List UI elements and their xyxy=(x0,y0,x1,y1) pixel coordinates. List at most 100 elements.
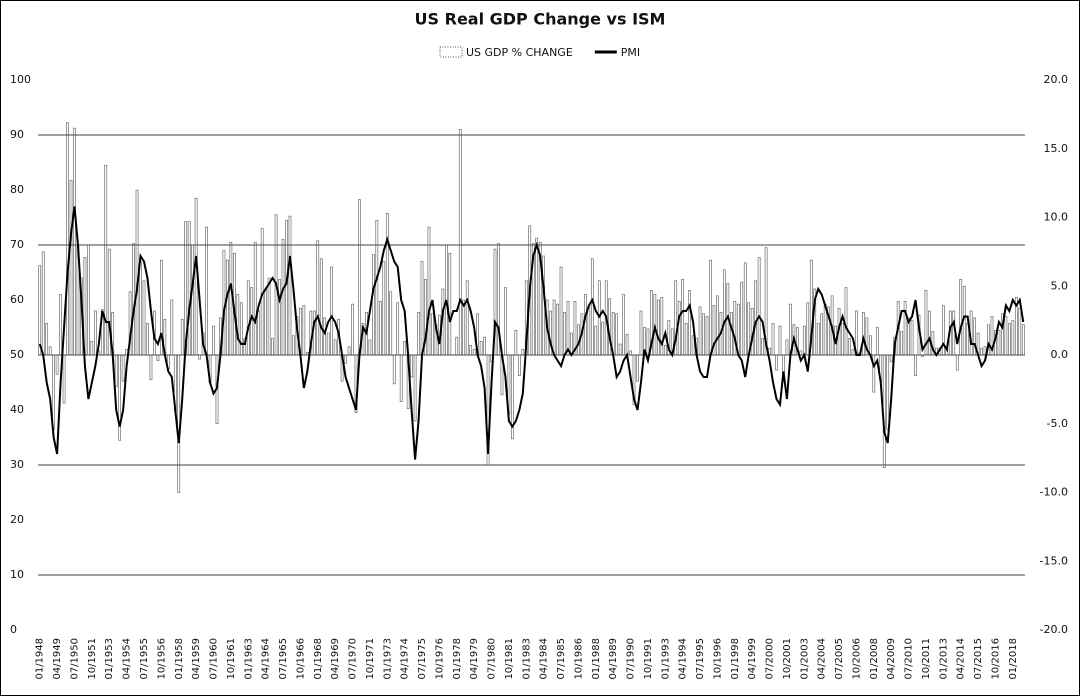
gdp-bar xyxy=(302,305,306,356)
gdp-bar xyxy=(806,302,810,356)
gdp-bar xyxy=(1014,296,1018,356)
gdp-bar xyxy=(723,269,726,356)
gdp-bar xyxy=(118,354,122,441)
x-tick-label: 01/1953 xyxy=(104,638,115,680)
x-tick-label: 01/1958 xyxy=(174,638,185,680)
gdp-bar xyxy=(955,354,959,371)
gdp-bar xyxy=(365,312,368,356)
gdp-bar xyxy=(980,347,983,356)
gdp-bar xyxy=(809,259,813,356)
gdp-bar xyxy=(914,354,917,376)
gdp-bar xyxy=(198,354,201,360)
gdp-bar xyxy=(552,299,556,356)
gdp-bar xyxy=(142,280,146,356)
gdp-bar xyxy=(100,309,104,356)
gdp-bar xyxy=(816,323,820,356)
gdp-bar xyxy=(636,354,639,382)
gdp-bar xyxy=(733,301,737,356)
gdp-bar xyxy=(107,248,111,356)
y2-tick-label: -5.0 xyxy=(1047,417,1068,430)
gdp-bar xyxy=(378,301,382,356)
gdp-bar xyxy=(681,279,685,356)
gdp-bar xyxy=(563,312,566,356)
gdp-bar xyxy=(1011,320,1015,356)
gdp-bar xyxy=(872,354,876,393)
gdp-bar xyxy=(69,180,73,356)
x-tick-label: 01/1988 xyxy=(591,638,602,680)
gdp-bar xyxy=(646,328,650,356)
x-tick-label: 04/1969 xyxy=(330,638,341,680)
x-tick-label: 04/1979 xyxy=(469,638,480,680)
y-tick-label: 20 xyxy=(10,513,24,526)
gdp-bar xyxy=(278,279,281,356)
legend-swatch xyxy=(439,46,463,58)
x-tick-label: 04/1974 xyxy=(400,638,411,680)
x-tick-label: 10/2016 xyxy=(990,638,1001,680)
x-tick-label: 10/2011 xyxy=(921,638,932,680)
gdp-bar xyxy=(135,189,139,356)
gdp-bar xyxy=(160,259,163,356)
gdp-bar xyxy=(479,340,483,356)
gdp-bar xyxy=(1004,316,1008,356)
gdp-bar xyxy=(886,354,890,430)
x-tick-label: 10/1991 xyxy=(643,638,654,680)
x-tick-label: 10/1961 xyxy=(226,638,237,680)
y2-tick-label: 10.0 xyxy=(1044,211,1069,224)
y-tick-label: 60 xyxy=(10,293,24,306)
gdp-bar xyxy=(458,129,462,356)
gdp-bar xyxy=(486,354,490,466)
x-tick-label: 04/1999 xyxy=(747,638,758,680)
gdp-bar xyxy=(709,259,712,356)
x-tick-label: 10/1981 xyxy=(504,638,515,680)
gdp-bar xyxy=(375,219,379,356)
gdp-bar xyxy=(545,299,549,356)
gdp-bar xyxy=(180,318,184,356)
gdp-bar xyxy=(889,354,893,363)
x-tick-label: 04/1959 xyxy=(191,638,202,680)
gdp-bar xyxy=(1001,313,1004,356)
gdp-bar xyxy=(959,279,963,356)
gdp-bar xyxy=(257,310,261,356)
y-tick-label: 10 xyxy=(10,568,24,581)
gdp-bar xyxy=(66,122,69,356)
gdp-bar xyxy=(455,336,459,356)
x-tick-label: 07/1960 xyxy=(209,638,220,680)
x-tick-label: 01/1968 xyxy=(313,638,324,680)
gdp-bar xyxy=(910,320,914,356)
y-tick-label: 30 xyxy=(10,458,24,471)
gdp-bar xyxy=(396,302,400,356)
gdp-bar xyxy=(170,299,174,356)
gdp-bar xyxy=(417,312,420,356)
x-tick-label: 01/1993 xyxy=(660,638,671,680)
gdp-bar xyxy=(358,199,361,356)
x-tick-label: 07/2000 xyxy=(765,638,776,680)
gdp-bar xyxy=(55,354,59,375)
x-tick-label: 07/1970 xyxy=(348,638,359,680)
gdp-bar xyxy=(827,306,830,356)
y2-tick-label: 5.0 xyxy=(1051,279,1069,292)
gdp-bar xyxy=(205,226,208,356)
gdp-bar xyxy=(590,258,594,356)
y-tick-label: 80 xyxy=(10,183,24,196)
chart-title: US Real GDP Change vs ISM xyxy=(415,10,666,29)
gdp-bar xyxy=(73,127,76,356)
gdp-bar xyxy=(253,241,257,356)
gdp-bar xyxy=(191,244,194,356)
pmi-line xyxy=(38,206,1025,460)
gdp-bar xyxy=(323,317,327,356)
gdp-bar xyxy=(156,354,160,361)
gdp-bar xyxy=(556,303,559,356)
gdp-bar xyxy=(372,254,375,356)
gdp-bar xyxy=(62,354,66,404)
gdp-bar xyxy=(226,259,229,356)
x-tick-label: 07/1980 xyxy=(487,638,498,680)
gdp-bar xyxy=(382,261,386,356)
gdp-bar xyxy=(941,305,945,356)
gdp-bar xyxy=(114,354,118,387)
x-tick-label: 10/2001 xyxy=(782,638,793,680)
gdp-bar xyxy=(413,354,417,422)
x-tick-label: 10/1976 xyxy=(434,638,445,680)
y2-tick-label: -20.0 xyxy=(1040,623,1068,636)
gdp-bar xyxy=(462,299,466,356)
gdp-bar xyxy=(319,258,323,356)
